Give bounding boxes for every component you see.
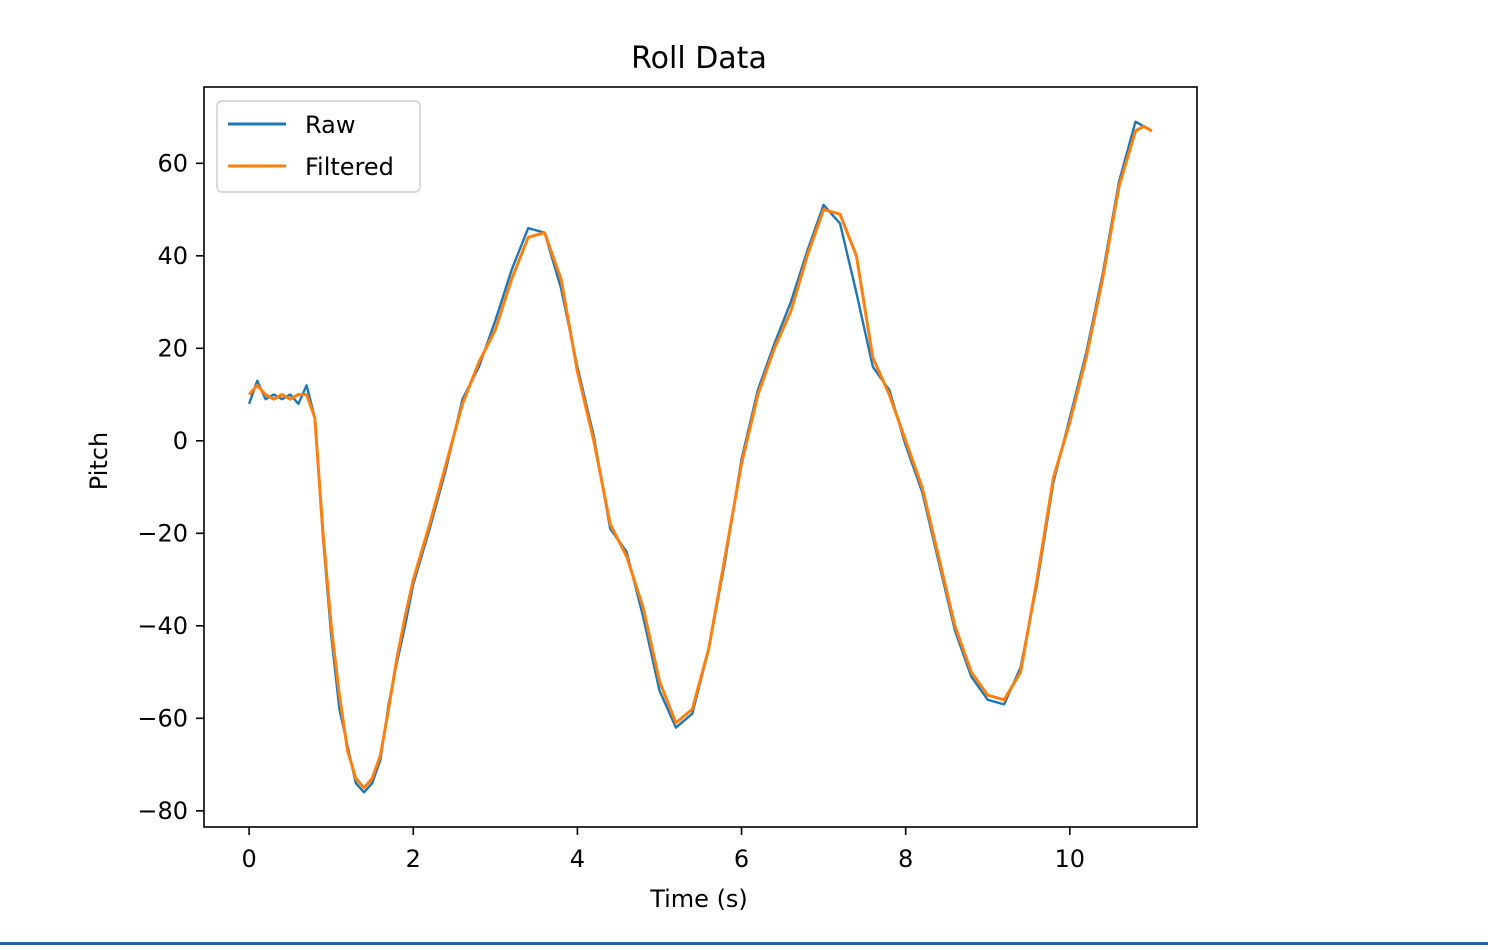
x-axis: 0 2 4 6 8 10 — [241, 827, 1085, 873]
x-tick-label: 0 — [241, 845, 256, 873]
series-line-raw — [247, 120, 1153, 794]
y-axis: −80 −60 −40 −20 0 20 40 60 — [137, 149, 204, 825]
y-tick-label: −20 — [137, 519, 188, 547]
y-axis-label: Pitch — [85, 432, 113, 490]
y-tick-label: −40 — [137, 612, 188, 640]
x-tick-label: 10 — [1055, 845, 1086, 873]
x-tick-label: 6 — [734, 845, 749, 873]
chart-title: Roll Data — [631, 41, 767, 76]
x-tick-label: 2 — [406, 845, 421, 873]
legend: Raw Filtered — [216, 100, 421, 193]
y-tick-label: 20 — [157, 334, 188, 362]
y-tick-label: 40 — [157, 242, 188, 270]
legend-filtered-label: Filtered — [305, 153, 394, 181]
y-tick-label: −80 — [137, 797, 188, 825]
x-axis-label: Time (s) — [649, 885, 748, 913]
y-tick-label: −60 — [137, 704, 188, 732]
x-tick-label: 4 — [570, 845, 585, 873]
x-tick-label: 8 — [898, 845, 913, 873]
y-tick-label: 0 — [173, 427, 188, 455]
plot-area — [247, 120, 1153, 794]
legend-raw-label: Raw — [305, 111, 355, 139]
bottom-divider — [0, 942, 1488, 945]
series-line-filtered — [247, 124, 1153, 790]
y-tick-label: 60 — [157, 149, 188, 177]
plot-frame — [203, 86, 1198, 828]
